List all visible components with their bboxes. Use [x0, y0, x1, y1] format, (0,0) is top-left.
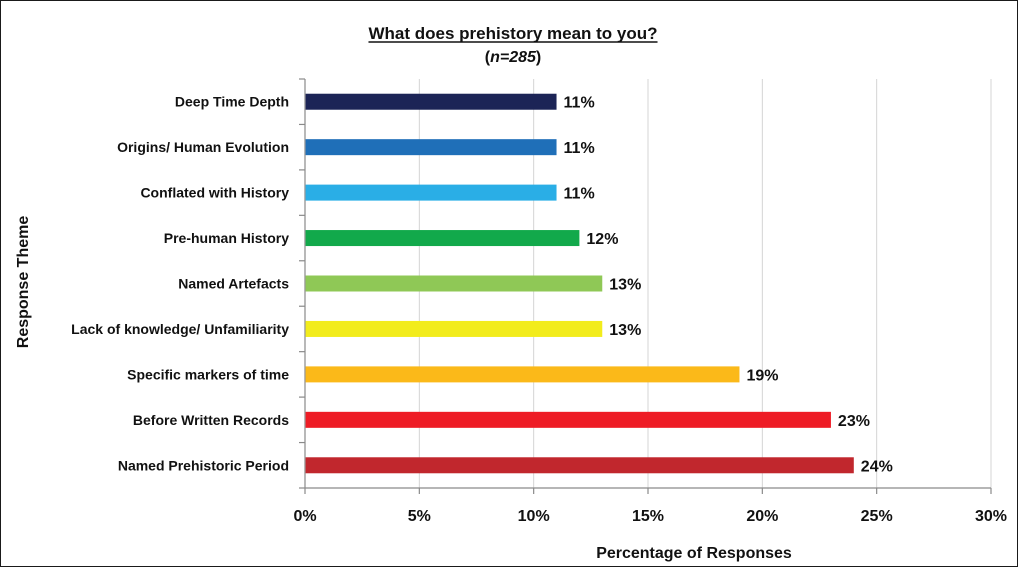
x-tick-label: 0%	[293, 508, 316, 525]
data-labels: 11% 11% 11% 12% 13% 13% 19% 23% 24%	[564, 95, 893, 476]
x-tick-labels: 0% 5% 10% 15% 20% 25% 30%	[293, 508, 1007, 525]
bar	[305, 366, 740, 383]
x-tick-label: 15%	[632, 508, 664, 525]
category-label: Lack of knowledge/ Unfamiliarity	[71, 321, 289, 337]
data-label: 23%	[838, 413, 870, 430]
category-labels: Deep Time Depth Origins/ Human Evolution C…	[71, 94, 289, 474]
data-label: 13%	[609, 322, 641, 339]
data-label: 13%	[609, 277, 641, 294]
data-label: 24%	[861, 458, 893, 475]
chart-subtitle-n: n=285	[490, 49, 537, 66]
chart-subtitle-close: )	[536, 49, 541, 66]
category-label: Specific markers of time	[127, 366, 289, 382]
bar	[305, 139, 557, 156]
bar	[305, 457, 854, 474]
chart-title: What does prehistory mean to you?	[368, 24, 657, 43]
bar	[305, 184, 557, 201]
data-label: 19%	[746, 367, 778, 384]
x-tick-label: 25%	[861, 508, 893, 525]
data-label: 12%	[586, 231, 618, 248]
y-axis-title: Response Theme	[15, 216, 32, 349]
chart-subtitle: (n=285)	[485, 49, 541, 66]
chart-subtitle-open: (	[485, 49, 491, 66]
category-label: Deep Time Depth	[175, 94, 289, 110]
x-tick-label: 30%	[975, 508, 1007, 525]
category-label: Named Prehistoric Period	[118, 457, 289, 473]
data-label: 11%	[564, 95, 595, 112]
category-label: Named Artefacts	[178, 276, 289, 292]
x-tick-label: 20%	[746, 508, 778, 525]
data-label: 11%	[564, 186, 595, 203]
bar	[305, 275, 603, 292]
category-label: Origins/ Human Evolution	[117, 139, 289, 155]
x-axis-title: Percentage of Responses	[596, 545, 792, 562]
bar	[305, 411, 831, 428]
bars	[305, 93, 854, 474]
bar	[305, 320, 603, 337]
bar	[305, 230, 580, 247]
bar	[305, 93, 557, 110]
chart-title-group: What does prehistory mean to you? (n=285…	[368, 24, 658, 66]
x-tick-label: 5%	[408, 508, 431, 525]
x-tick-label: 10%	[518, 508, 550, 525]
data-label: 11%	[564, 140, 595, 157]
category-label: Pre-human History	[164, 230, 289, 246]
category-label: Before Written Records	[133, 412, 289, 428]
axes	[299, 78, 992, 494]
category-label: Conflated with History	[140, 185, 289, 201]
